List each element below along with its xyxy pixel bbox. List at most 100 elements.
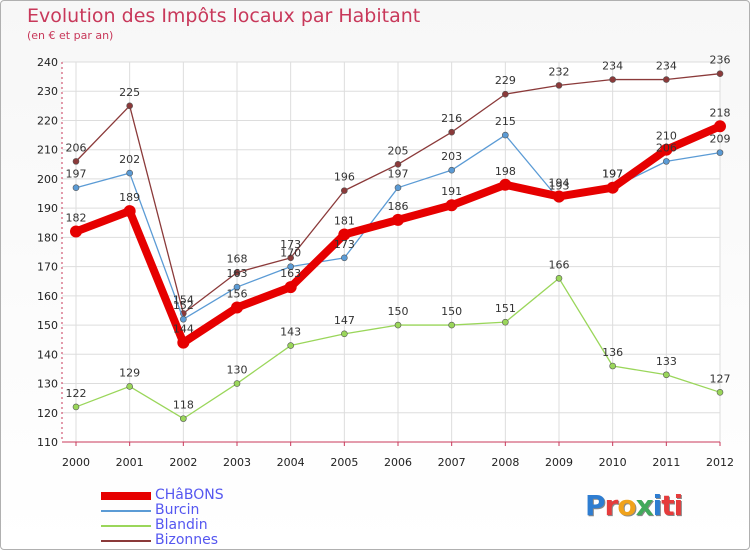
data-label: 206 (66, 141, 87, 154)
y-tick-label: 140 (37, 348, 58, 361)
data-point (448, 321, 455, 329)
x-tick-label: 2007 (438, 456, 466, 469)
data-point (606, 181, 619, 194)
data-label: 198 (495, 165, 516, 178)
data-point (716, 149, 724, 156)
data-label: 182 (66, 212, 87, 225)
data-label: 197 (602, 168, 623, 181)
data-point (126, 169, 133, 177)
data-point (233, 269, 241, 276)
data-point (502, 90, 509, 98)
data-label: 151 (495, 302, 516, 315)
logo-letter: P (585, 489, 606, 522)
data-label: 163 (280, 267, 301, 280)
data-point (72, 184, 80, 191)
x-tick-label: 2000 (62, 456, 90, 469)
data-point (716, 389, 724, 396)
data-point (448, 166, 455, 174)
data-point (72, 403, 80, 411)
data-label: 150 (441, 305, 462, 318)
data-label: 156 (227, 288, 248, 301)
data-label: 229 (495, 74, 516, 87)
data-label: 127 (710, 372, 731, 385)
data-label: 215 (495, 115, 516, 128)
data-label: 197 (388, 168, 409, 181)
x-tick-label: 2008 (491, 456, 519, 469)
y-tick-label: 220 (37, 114, 58, 127)
data-label: 234 (656, 60, 677, 73)
data-point (287, 254, 294, 262)
data-label: 130 (227, 364, 248, 377)
data-point (609, 362, 616, 370)
y-tick-label: 190 (37, 202, 58, 215)
data-point (392, 213, 404, 226)
legend-swatch-burcin (101, 510, 151, 512)
x-tick-label: 2010 (599, 456, 627, 469)
data-point (126, 383, 133, 390)
x-tick-label: 2009 (545, 456, 573, 469)
y-tick-label: 180 (37, 231, 58, 244)
data-label: 118 (173, 399, 194, 412)
x-tick-label: 2012 (706, 456, 734, 469)
data-label: 129 (119, 366, 140, 379)
data-point (716, 70, 724, 77)
data-point (180, 415, 187, 422)
data-label: 144 (173, 323, 194, 336)
y-tick-label: 120 (37, 407, 58, 420)
data-label: 168 (227, 252, 248, 265)
x-tick-label: 2004 (277, 456, 305, 469)
data-label: 186 (388, 200, 409, 213)
data-point (70, 225, 82, 238)
data-label: 197 (602, 168, 623, 181)
data-label: 225 (119, 86, 140, 99)
data-point (180, 315, 187, 323)
data-point (72, 158, 80, 165)
data-label: 150 (388, 305, 409, 318)
data-label: 197 (66, 168, 87, 181)
data-point (663, 371, 670, 379)
data-label: 181 (334, 214, 355, 227)
data-point (394, 321, 402, 329)
proxiti-logo: Proxiti (585, 489, 683, 522)
data-label: 234 (602, 60, 623, 73)
data-label: 191 (441, 185, 462, 198)
data-point (394, 184, 402, 191)
data-point (660, 143, 673, 156)
data-point (177, 336, 190, 349)
data-point (714, 120, 726, 133)
data-label: 196 (334, 171, 355, 184)
data-label: 143 (280, 326, 301, 339)
data-label: 236 (710, 54, 731, 67)
data-label: 216 (441, 112, 462, 125)
data-point (341, 254, 348, 262)
data-label: 209 (710, 133, 731, 146)
data-label: 202 (119, 153, 140, 166)
data-label: 218 (710, 106, 731, 119)
y-tick-label: 240 (37, 56, 58, 69)
logo-letter: x (635, 489, 654, 522)
y-tick-label: 230 (37, 85, 58, 98)
data-label: 154 (173, 293, 194, 306)
data-point (287, 263, 294, 270)
legend-label-bizonnes: Bizonnes (155, 532, 219, 548)
data-label: 173 (280, 238, 301, 251)
data-point (338, 228, 351, 241)
data-point (502, 131, 509, 139)
logo-letter: r (604, 489, 619, 522)
data-point (341, 187, 348, 194)
data-label: 133 (656, 355, 677, 368)
data-point (341, 330, 348, 338)
data-label: 136 (602, 346, 623, 359)
data-label: 170 (280, 247, 301, 260)
data-point (448, 128, 455, 136)
y-tick-label: 110 (37, 436, 58, 449)
data-point (555, 275, 563, 282)
legend-swatch-blandin (101, 525, 151, 527)
data-point (123, 205, 136, 218)
data-point (233, 380, 241, 387)
data-point (663, 158, 670, 165)
x-tick-label: 2003 (223, 456, 251, 469)
data-point (394, 161, 402, 168)
y-tick-label: 200 (37, 173, 58, 186)
